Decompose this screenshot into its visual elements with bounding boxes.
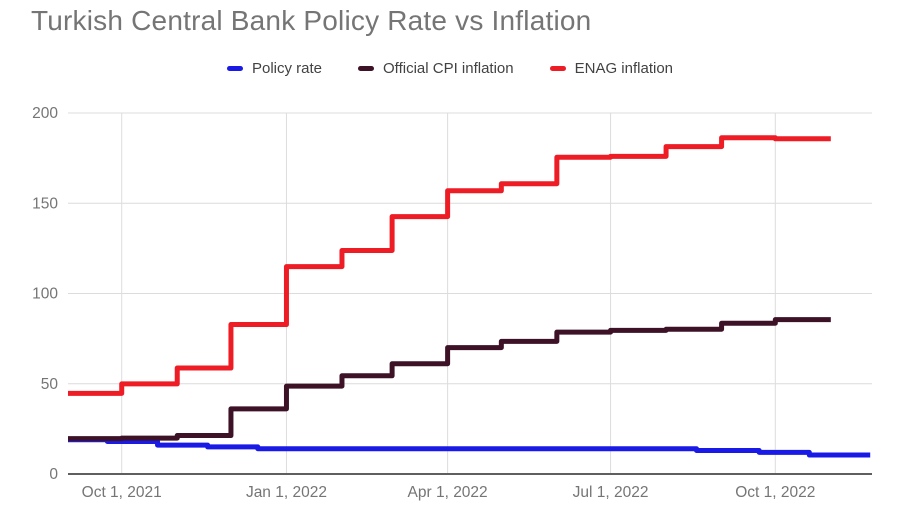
chart-legend: Policy rate Official CPI inflation ENAG in… [0,60,900,77]
series-line-enag-inflation [68,135,831,396]
series-line-official-cpi-inflation [68,317,831,442]
legend-swatch-policy-rate [226,66,243,71]
legend-swatch-enag-inflation [549,66,566,71]
y-tick-label: 200 [32,105,58,122]
x-tick-label: Oct 1, 2021 [82,484,162,501]
x-tick-label: Oct 1, 2022 [735,484,815,501]
y-tick-label: 150 [32,195,58,212]
legend-item-label: Official CPI inflation [383,60,514,77]
y-tick-label: 100 [32,286,58,303]
x-tick-label: Jan 1, 2022 [246,484,327,501]
legend-item-enag-inflation: ENAG inflation [549,60,674,77]
y-tick-label: 0 [49,466,58,483]
legend-item-label: ENAG inflation [574,60,674,77]
x-tick-label: Apr 1, 2022 [408,484,488,501]
legend-swatch-official-cpi-inflation [358,66,374,71]
series-line-policy-rate [68,437,871,458]
x-tick-label: Jul 1, 2022 [573,484,649,501]
legend-item-label: Policy rate [251,60,322,77]
y-tick-label: 50 [41,376,59,393]
legend-item-official-cpi-inflation: Official CPI inflation [358,60,514,77]
legend-item-policy-rate: Policy rate [226,60,322,77]
chart-title: Turkish Central Bank Policy Rate vs Infl… [31,5,592,36]
